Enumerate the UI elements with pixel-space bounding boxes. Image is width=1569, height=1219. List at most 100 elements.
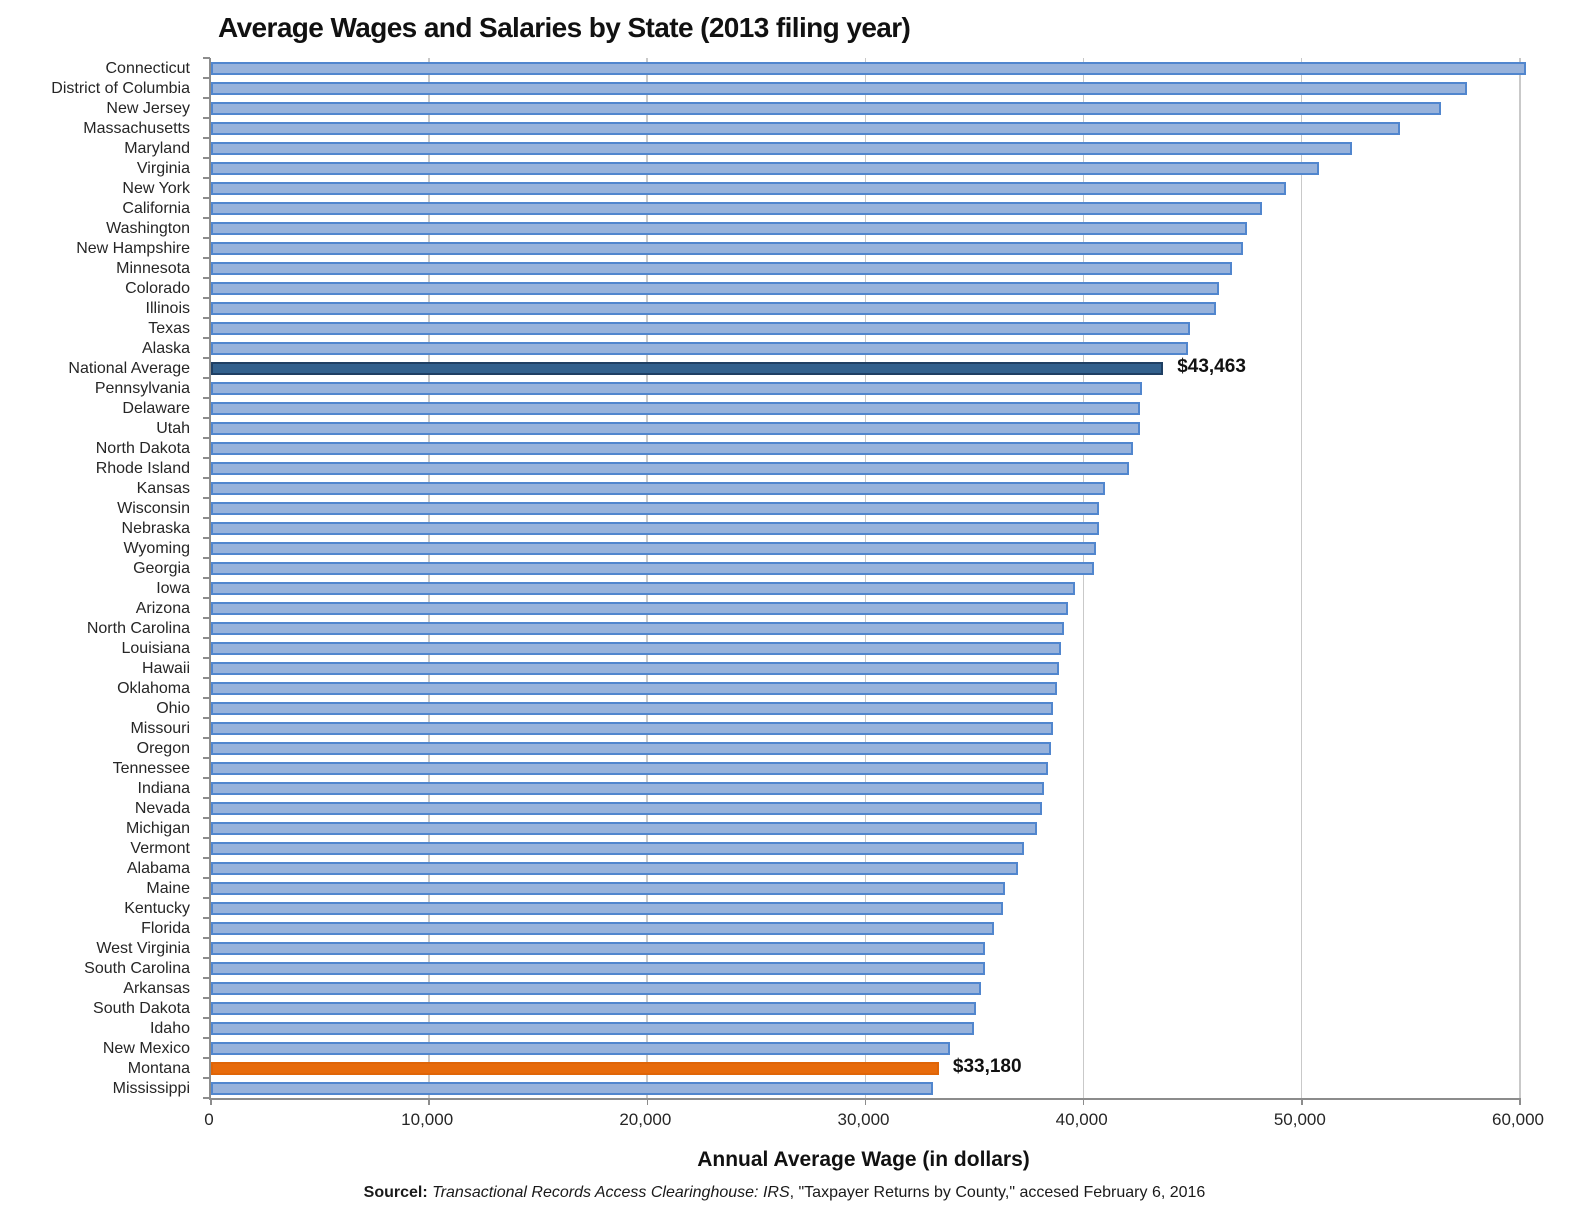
y-axis-tick: [203, 1057, 210, 1059]
bar-rhode-island: [211, 461, 1130, 475]
category-label-new-hampshire: New Hampshire: [76, 240, 190, 257]
x-tick-label: 40,000: [1055, 1110, 1108, 1129]
y-axis-tick: [203, 1097, 210, 1099]
x-axis-tick: [646, 1098, 649, 1105]
x-tick-label: 30,000: [837, 1110, 890, 1129]
y-axis-tick: [203, 477, 210, 479]
y-axis-tick: [203, 877, 210, 879]
category-label-nebraska: Nebraska: [121, 520, 190, 537]
category-label-texas: Texas: [148, 320, 190, 337]
bar-new-york: [211, 181, 1287, 195]
category-label-illinois: Illinois: [145, 300, 190, 317]
y-axis-tick: [203, 617, 210, 619]
bar-wisconsin: [211, 501, 1099, 515]
category-label-oregon: Oregon: [136, 740, 190, 757]
bar-south-dakota: [211, 1001, 977, 1015]
bar-nebraska: [211, 521, 1099, 535]
bar-maryland: [211, 141, 1352, 155]
x-axis-tick: [428, 1098, 430, 1105]
category-label-wyoming: Wyoming: [123, 540, 190, 557]
bar-national-average: [211, 361, 1164, 375]
category-label-new-jersey: New Jersey: [106, 100, 190, 117]
bar-maine: [211, 881, 1005, 895]
value-label-national-average: $43,463: [1177, 355, 1246, 377]
y-axis-tick: [203, 977, 210, 979]
category-label-south-dakota: South Dakota: [93, 1000, 190, 1017]
y-axis-tick: [203, 317, 210, 319]
y-axis-tick: [203, 77, 210, 79]
y-axis-tick: [203, 757, 210, 759]
y-axis-tick: [203, 97, 210, 99]
category-label-district-of-columbia: District of Columbia: [51, 80, 190, 97]
bar-north-dakota: [211, 441, 1134, 455]
bar-oklahoma: [211, 681, 1058, 695]
bar-colorado: [211, 281, 1219, 295]
bar-michigan: [211, 821, 1038, 835]
y-axis-tick: [203, 917, 210, 919]
y-axis-tick: [203, 157, 210, 159]
y-axis-tick: [203, 177, 210, 179]
x-axis-tick-labels: 0 10,000 20,000 30,000 40,000 50,000 60,000: [204, 1110, 1544, 1134]
x-tick-label: 10,000: [401, 1110, 454, 1129]
x-axis-title: Annual Average Wage (in dollars): [697, 1148, 1030, 1171]
bar-minnesota: [211, 261, 1232, 275]
bar-kansas: [211, 481, 1106, 495]
y-axis-tick: [203, 957, 210, 959]
category-label-maine: Maine: [146, 880, 190, 897]
source-detail: , "Taxpayer Returns by County," accesed …: [789, 1184, 1206, 1201]
y-axis-tick: [203, 437, 210, 439]
bar-alaska: [211, 341, 1189, 355]
chart-title: Average Wages and Salaries by State (201…: [218, 12, 911, 43]
category-label-ohio: Ohio: [156, 700, 190, 717]
y-axis-tick: [203, 997, 210, 999]
y-axis-tick: [203, 257, 210, 259]
source-publisher: Transactional Records Access Clearinghou…: [427, 1184, 790, 1201]
category-label-west-virginia: West Virginia: [96, 940, 190, 957]
y-axis-tick: [203, 1037, 210, 1039]
category-label-south-carolina: South Carolina: [84, 960, 190, 977]
x-axis-tick: [1301, 1098, 1303, 1105]
y-axis-tick: [203, 137, 210, 139]
x-axis-tick: [1519, 1098, 1521, 1105]
category-label-utah: Utah: [156, 420, 190, 437]
category-label-delaware: Delaware: [122, 400, 190, 417]
y-axis-tick: [203, 717, 210, 719]
bar-iowa: [211, 581, 1075, 595]
y-axis-tick: [203, 1017, 210, 1019]
gridline-30,000: [864, 58, 866, 1098]
bar-hawaii: [211, 661, 1060, 675]
category-label-arizona: Arizona: [135, 600, 190, 617]
category-label-north-carolina: North Carolina: [86, 620, 190, 637]
bar-california: [211, 201, 1263, 215]
category-label-new-mexico: New Mexico: [102, 1040, 190, 1057]
bar-massachusetts: [211, 121, 1400, 135]
y-axis-tick: [203, 937, 210, 939]
bar-district-of-columbia: [211, 81, 1468, 95]
bar-alabama: [211, 861, 1018, 875]
x-tick-label: 20,000: [619, 1110, 672, 1129]
source-note: Sourcel: Transactional Records Access Cl…: [0, 1184, 1569, 1202]
category-label-indiana: Indiana: [137, 780, 191, 797]
bar-kentucky: [211, 901, 1003, 915]
category-label-kentucky: Kentucky: [124, 900, 190, 917]
y-axis-tick: [203, 397, 210, 399]
bar-texas: [211, 321, 1191, 335]
bar-utah: [211, 421, 1141, 435]
category-label-michigan: Michigan: [125, 820, 190, 837]
category-label-washington: Washington: [106, 220, 190, 237]
category-label-rhode-island: Rhode Island: [95, 460, 190, 477]
x-tick-label: 50,000: [1273, 1110, 1326, 1129]
bar-georgia: [211, 561, 1095, 575]
category-label-maryland: Maryland: [124, 140, 190, 157]
y-axis-tick: [203, 337, 210, 339]
bar-mississippi: [211, 1081, 933, 1095]
y-axis-tick: [203, 837, 210, 839]
bar-arizona: [211, 601, 1069, 615]
category-label-colorado: Colorado: [125, 280, 190, 297]
y-axis-tick: [203, 857, 210, 859]
gridline-60,000: [1519, 58, 1521, 1098]
category-label-massachusetts: Massachusetts: [83, 120, 190, 137]
bar-nevada: [211, 801, 1042, 815]
y-axis-tick: [203, 637, 210, 639]
x-axis-tick: [864, 1098, 867, 1105]
